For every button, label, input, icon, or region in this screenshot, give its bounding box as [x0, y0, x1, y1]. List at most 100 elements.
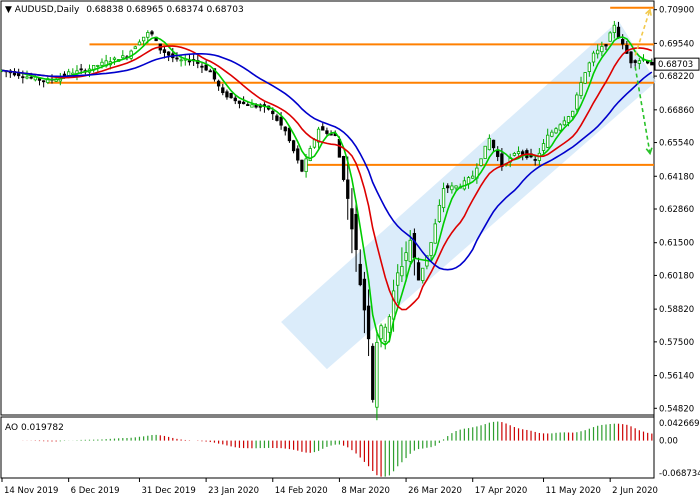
candle-body [566, 116, 571, 123]
candle-body [629, 51, 633, 64]
candle-body [283, 126, 287, 132]
candle-body [491, 139, 496, 149]
candle [583, 72, 587, 85]
candle [237, 100, 242, 109]
candle-body [341, 155, 346, 180]
candle-body [362, 278, 367, 311]
candle-body [562, 120, 567, 126]
candle-body [300, 159, 304, 172]
candle-body [387, 316, 392, 333]
time-tick-label: 11 May 2020 [546, 486, 601, 496]
candle [533, 155, 537, 166]
time-tick-label: 17 Apr 2020 [475, 486, 528, 496]
candle [575, 92, 579, 113]
ma-line-12 [1, 45, 653, 311]
current-price-tag: 0.68703 [654, 57, 700, 71]
candle-body [254, 104, 258, 108]
candle [17, 68, 21, 79]
candle [471, 170, 475, 179]
candle [175, 52, 179, 62]
candle-body [579, 82, 583, 96]
candle-body [412, 232, 417, 259]
forecast-down-arrow [634, 66, 653, 156]
candle [550, 129, 554, 138]
chart-header: ▼ AUDUSD,Daily 0.68838 0.68965 0.68374 0… [5, 5, 244, 15]
candle [579, 76, 583, 100]
candle-body [575, 94, 579, 110]
candle [358, 249, 362, 287]
candle [304, 153, 308, 178]
candle [608, 31, 612, 42]
price-tick-label: 0.58820 [659, 305, 694, 315]
candle [404, 241, 408, 282]
candle [233, 95, 237, 105]
candle-body [408, 239, 412, 262]
candle [208, 68, 212, 73]
candle [287, 125, 292, 143]
trend-channel [281, 20, 656, 370]
candle [596, 44, 600, 59]
time-tick-label: 14 Feb 2020 [275, 486, 328, 496]
candle [604, 43, 608, 51]
price-tick-label: 0.69540 [659, 39, 694, 49]
candle [216, 79, 221, 91]
candle [141, 36, 146, 46]
candle-body [571, 110, 575, 117]
candle-body [212, 68, 217, 80]
ao-layer [22, 421, 653, 477]
candle-body [237, 100, 242, 104]
candle-body [96, 64, 100, 67]
forecast-up-arrow [634, 8, 652, 56]
candle-body [396, 272, 400, 286]
price-tick-label: 0.68220 [659, 72, 694, 82]
candle [554, 127, 558, 134]
candle-body [187, 60, 192, 63]
candle-body [279, 116, 283, 126]
candle [300, 159, 304, 173]
candle [325, 127, 329, 136]
candle [591, 50, 596, 67]
candle [450, 182, 454, 194]
candle [321, 123, 325, 131]
candle [512, 151, 517, 157]
candle-body [67, 71, 71, 76]
candle-body [29, 76, 33, 79]
candle-body [42, 80, 46, 83]
candle [354, 200, 358, 272]
candle [650, 58, 654, 66]
candle [133, 45, 137, 50]
chart-header-arrow: ▼ [5, 5, 15, 15]
candle-body [250, 104, 254, 108]
candle [483, 145, 487, 159]
current-price-box [654, 57, 700, 71]
candle [341, 155, 346, 182]
candle-body [225, 91, 229, 98]
ao-tick-label: -0.068734 [659, 469, 700, 479]
candle [283, 126, 287, 136]
candle [291, 139, 296, 154]
candle-body [479, 158, 483, 166]
symbol-timeframe: AUDUSD,Daily [15, 5, 80, 15]
ao-tick-label: 0.042669 [659, 419, 700, 429]
candle-body [296, 148, 300, 161]
candle [562, 116, 567, 126]
candle [221, 83, 225, 96]
time-tick-label: 31 Dec 2019 [141, 486, 195, 496]
candle-body [583, 72, 587, 84]
candle-body [221, 87, 225, 94]
candle-body [100, 61, 104, 66]
candle [437, 199, 442, 223]
ma-line-5 [1, 36, 652, 346]
moving-averages-layer [1, 36, 653, 346]
candle-body [587, 62, 592, 72]
price-tick-label: 0.66860 [659, 106, 694, 116]
candle [229, 92, 233, 99]
candle [262, 102, 267, 113]
candle [42, 80, 46, 88]
ao-tick-label: 0.00 [659, 437, 678, 447]
candle-body [346, 179, 350, 199]
ao-label: AO 0.019782 [5, 423, 64, 433]
candle-body [246, 104, 250, 107]
candle-body [433, 223, 437, 244]
candle [121, 50, 125, 59]
